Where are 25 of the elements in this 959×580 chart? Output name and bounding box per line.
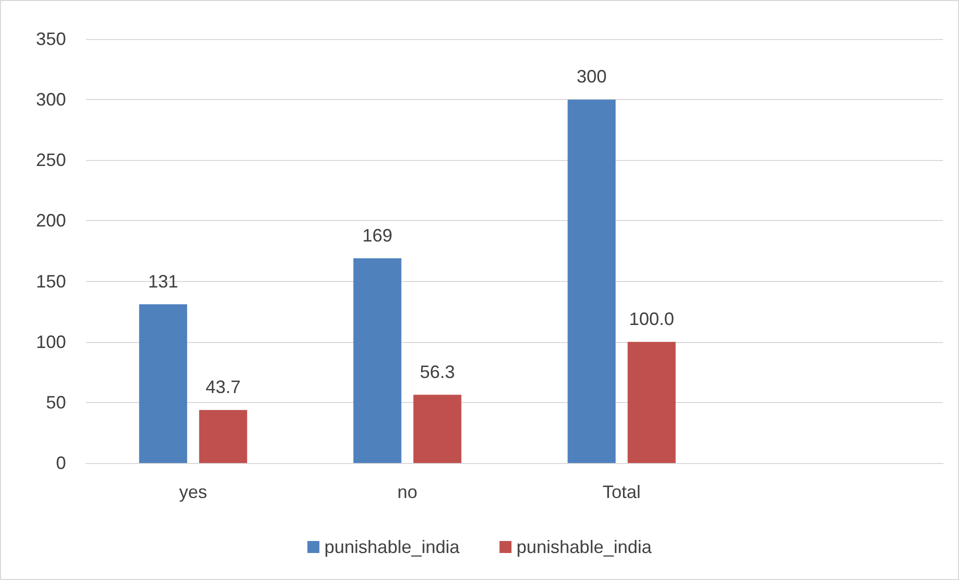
data-label: 100.0 bbox=[629, 308, 674, 329]
x-tick-label: Total bbox=[602, 482, 641, 502]
data-label: 131 bbox=[148, 271, 178, 292]
data-label: 43.7 bbox=[206, 377, 241, 398]
bar bbox=[628, 342, 676, 463]
bar bbox=[139, 304, 188, 463]
legend-label: punishable_india bbox=[516, 537, 653, 557]
y-tick-label: 100 bbox=[36, 332, 66, 352]
y-tick-label: 350 bbox=[36, 29, 66, 49]
bar bbox=[199, 410, 248, 463]
y-tick-label: 200 bbox=[36, 210, 66, 231]
data-label: 300 bbox=[576, 66, 607, 87]
y-tick-label: 150 bbox=[36, 271, 66, 292]
bar bbox=[353, 258, 402, 463]
y-tick-label: 50 bbox=[46, 392, 66, 412]
y-tick-label: 0 bbox=[56, 453, 66, 473]
x-tick-label: no bbox=[397, 482, 418, 502]
legend-label: punishable_india bbox=[324, 537, 460, 557]
bar bbox=[568, 100, 616, 463]
x-tick-label: yes bbox=[179, 482, 208, 502]
y-tick-label: 300 bbox=[36, 90, 66, 110]
y-tick-label: 250 bbox=[36, 150, 66, 170]
data-label: 56.3 bbox=[420, 362, 455, 382]
data-label: 169 bbox=[362, 225, 392, 246]
bar bbox=[413, 394, 462, 463]
